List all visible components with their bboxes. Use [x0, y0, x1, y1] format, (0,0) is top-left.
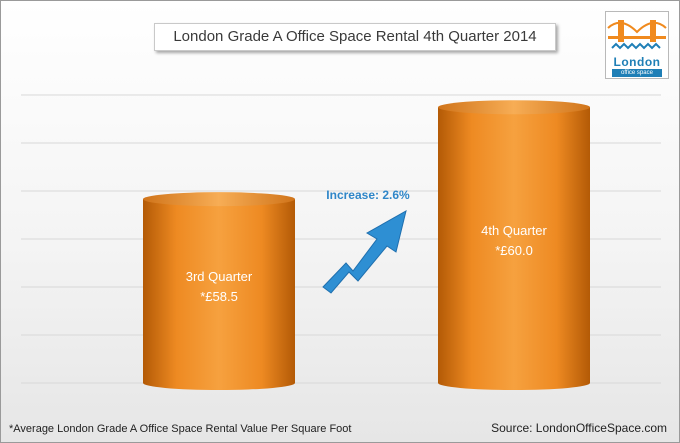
increase-arrow-icon — [322, 209, 407, 294]
bar-top — [143, 192, 295, 207]
chart-title: London Grade A Office Space Rental 4th Q… — [154, 23, 556, 51]
bars — [143, 100, 590, 391]
increase-annotation: Increase: 2.6% — [326, 188, 410, 202]
logo-tagline: office space — [612, 69, 662, 77]
value-label: *£60.0 — [495, 243, 533, 259]
category-label: 3rd Quarter — [185, 269, 253, 285]
gridlines — [21, 94, 661, 384]
source-credit: Source: LondonOfficeSpace.com — [491, 421, 667, 435]
bar-label-4th-quarter: 4th Quarter *£60.0 — [438, 221, 590, 261]
bar-3rd-quarter — [143, 192, 295, 390]
logo-wordmark: London — [613, 55, 661, 69]
footnote: *Average London Grade A Office Space Ren… — [9, 423, 352, 435]
bar-label-3rd-quarter: 3rd Quarter *£58.5 — [143, 267, 295, 307]
logo: London office space — [605, 11, 669, 79]
value-label: *£58.5 — [200, 289, 238, 305]
bridge-logo-icon — [607, 20, 667, 50]
bar-4th-quarter — [438, 100, 590, 391]
bar-top — [438, 100, 590, 115]
bar-body — [143, 199, 295, 390]
bar-body — [438, 107, 590, 391]
category-label: 4th Quarter — [481, 223, 547, 239]
